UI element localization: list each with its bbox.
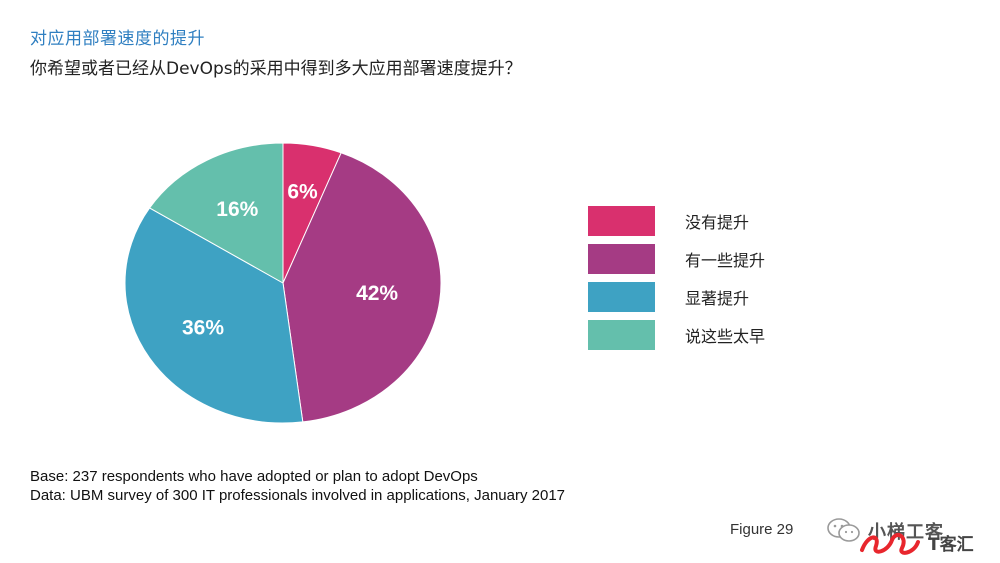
svg-text:T客汇: T客汇 — [928, 534, 974, 555]
chart-notes: Base: 237 respondents who have adopted o… — [30, 467, 565, 505]
pie-chart: 6% 42% 36% 16% — [120, 140, 450, 430]
legend-label: 没有提升 — [685, 209, 749, 233]
wechat-icon — [826, 517, 862, 543]
slice-label: 16% — [216, 198, 258, 221]
figure-label: Figure 29 — [730, 521, 793, 538]
slice-label: 42% — [356, 282, 398, 305]
data-source-note: Data: UBM survey of 300 IT professionals… — [30, 486, 565, 505]
page-title: 对应用部署速度的提升 — [30, 24, 205, 49]
base-note: Base: 237 respondents who have adopted o… — [30, 467, 565, 486]
legend-label: 说这些太早 — [685, 323, 765, 347]
legend-swatch — [588, 320, 655, 350]
watermark-logo: T客汇 — [858, 528, 988, 558]
legend-label: 有一些提升 — [685, 247, 765, 271]
legend-swatch — [588, 206, 655, 236]
legend-swatch — [588, 244, 655, 274]
slice-label: 6% — [287, 181, 318, 204]
page-subtitle: 你希望或者已经从DevOps的采用中得到多大应用部署速度提升？ — [30, 54, 522, 79]
legend-label: 显著提升 — [685, 285, 749, 309]
slice-label: 36% — [182, 317, 224, 340]
legend-swatch — [588, 282, 655, 312]
